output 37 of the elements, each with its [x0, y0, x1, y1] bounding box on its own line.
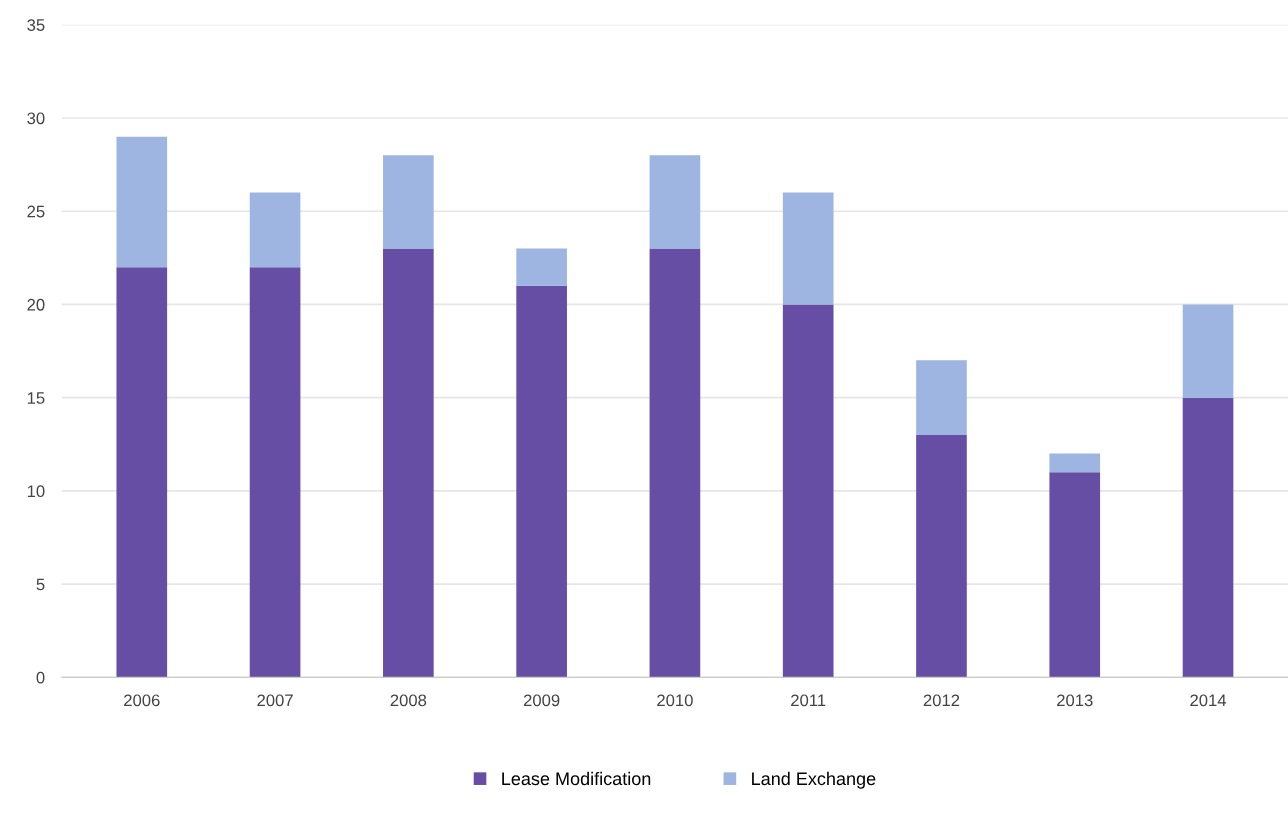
x-tick-label: 2011 — [791, 694, 826, 707]
y-tick-label: 0 — [36, 671, 45, 684]
bar — [383, 248, 434, 678]
y-tick-label: 10 — [27, 485, 45, 498]
bar — [649, 155, 701, 249]
bar — [249, 267, 301, 678]
y-tick-label: 30 — [27, 112, 45, 125]
legend-label: Land Exchange — [752, 771, 876, 789]
bar — [916, 434, 967, 678]
x-tick-label: 2008 — [390, 694, 427, 707]
bar — [1182, 397, 1234, 678]
x-tick-label: 2007 — [257, 694, 293, 707]
bar — [516, 285, 567, 678]
bar — [1182, 304, 1234, 398]
x-tick-label: 2010 — [657, 694, 693, 707]
y-tick-label: 5 — [36, 578, 45, 591]
bar — [782, 304, 834, 678]
y-tick-label: 25 — [27, 205, 45, 218]
bar — [516, 248, 567, 286]
y-tick-label: 20 — [27, 298, 45, 311]
bar — [782, 192, 834, 305]
bar — [383, 155, 434, 249]
y-tick-label: 35 — [27, 19, 45, 31]
bar — [116, 136, 168, 268]
bar — [916, 360, 967, 435]
legend-label: Lease Modification — [502, 771, 651, 786]
x-tick-label: 2012 — [923, 694, 960, 707]
x-tick-label: 2014 — [1190, 694, 1227, 707]
y-tick-label: 15 — [27, 392, 45, 404]
bar — [249, 192, 301, 268]
x-tick-label: 2006 — [124, 694, 160, 707]
x-tick-label: 2013 — [1057, 694, 1093, 707]
bar — [1049, 453, 1101, 473]
bar — [649, 248, 701, 678]
bar — [1049, 472, 1101, 678]
x-tick-label: 2009 — [523, 694, 560, 707]
bar — [116, 267, 168, 678]
